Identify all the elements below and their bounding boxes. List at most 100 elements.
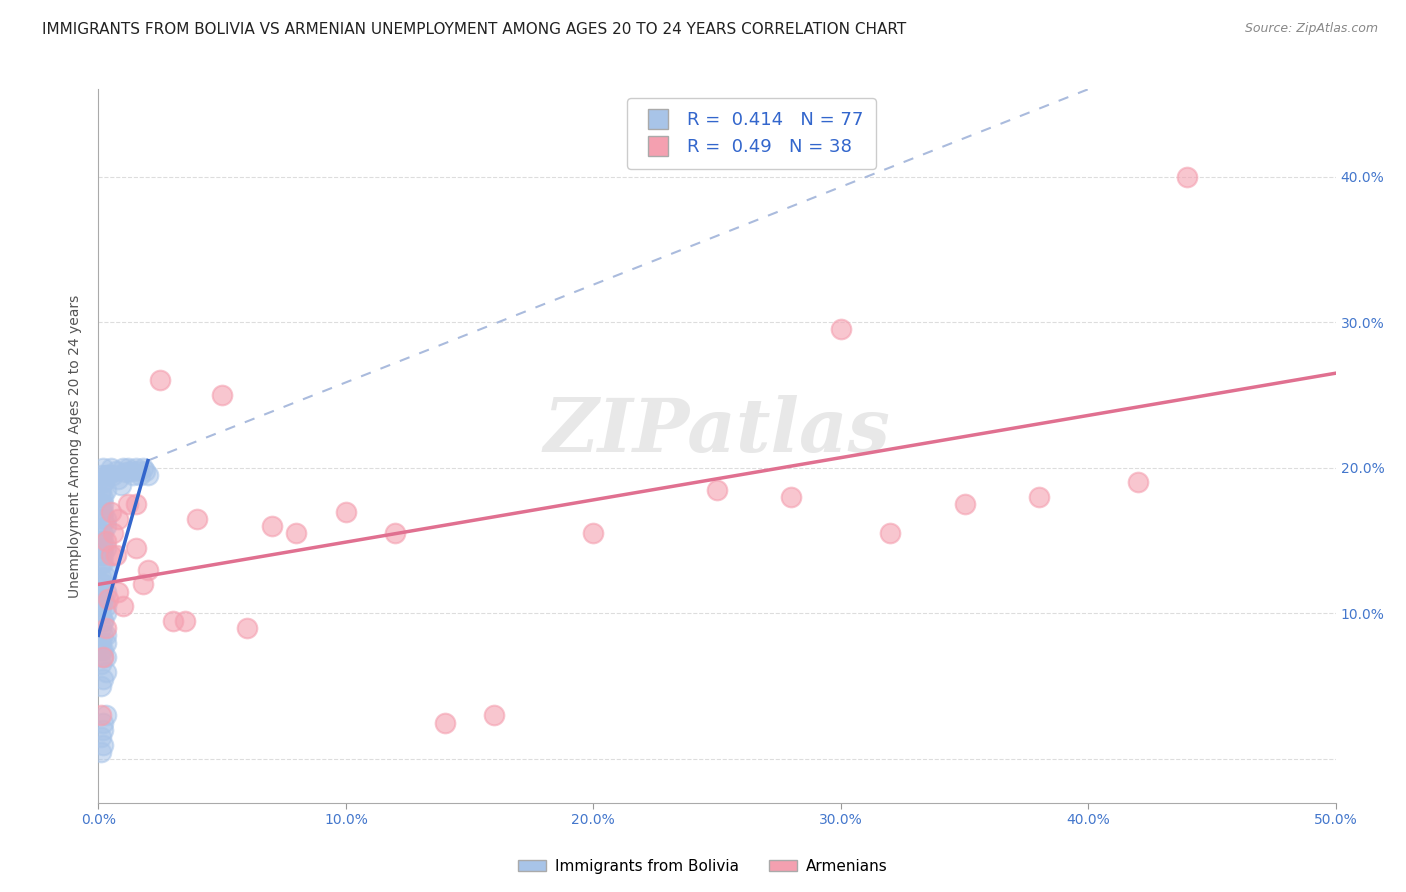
Point [830, 322, 852, 336]
Point [90, 599, 112, 614]
Point [582, 526, 605, 541]
Point [94, 512, 117, 526]
Point [124, 497, 146, 511]
Point [90, 548, 112, 562]
Point [93, 490, 115, 504]
Point [117, 460, 139, 475]
Point [90, 679, 112, 693]
Point [107, 584, 129, 599]
Point [100, 548, 122, 562]
Point [93, 628, 115, 642]
Text: ZIPatlas: ZIPatlas [544, 395, 890, 468]
Point [93, 526, 115, 541]
Point [1028, 490, 1050, 504]
Point [149, 374, 172, 388]
Point [484, 708, 506, 723]
Point [94, 628, 117, 642]
Point [90, 504, 112, 518]
Point [285, 526, 308, 541]
Point [94, 533, 117, 548]
Point [1126, 475, 1149, 490]
Point [384, 526, 406, 541]
Point [94, 541, 117, 555]
Legend: Immigrants from Bolivia, Armenians: Immigrants from Bolivia, Armenians [512, 853, 894, 880]
Point [93, 738, 115, 752]
Point [97, 468, 120, 483]
Point [94, 621, 117, 635]
Point [110, 478, 132, 492]
Point [93, 504, 115, 518]
Point [136, 468, 159, 483]
Point [93, 650, 115, 665]
Point [93, 723, 115, 737]
Point [100, 460, 122, 475]
Point [97, 591, 120, 606]
Point [90, 497, 112, 511]
Point [90, 621, 112, 635]
Legend: R =  0.414   N = 77, R =  0.49   N = 38: R = 0.414 N = 77, R = 0.49 N = 38 [627, 98, 876, 169]
Y-axis label: Unemployment Among Ages 20 to 24 years: Unemployment Among Ages 20 to 24 years [69, 294, 83, 598]
Point [93, 614, 115, 628]
Point [134, 464, 156, 478]
Point [93, 548, 115, 562]
Point [90, 570, 112, 584]
Point [93, 556, 115, 570]
Point [93, 643, 115, 657]
Point [100, 504, 122, 518]
Point [93, 591, 115, 606]
Point [94, 635, 117, 649]
Point [1175, 169, 1198, 184]
Point [211, 388, 233, 402]
Point [93, 475, 115, 490]
Point [132, 460, 155, 475]
Point [433, 715, 456, 730]
Point [93, 533, 115, 548]
Point [93, 650, 115, 665]
Text: IMMIGRANTS FROM BOLIVIA VS ARMENIAN UNEMPLOYMENT AMONG AGES 20 TO 24 YEARS CORRE: IMMIGRANTS FROM BOLIVIA VS ARMENIAN UNEM… [42, 22, 907, 37]
Point [104, 548, 127, 562]
Point [93, 497, 115, 511]
Point [90, 745, 112, 759]
Point [94, 650, 117, 665]
Point [94, 563, 117, 577]
Point [90, 643, 112, 657]
Point [114, 465, 136, 479]
Point [162, 614, 184, 628]
Point [93, 591, 115, 606]
Point [90, 708, 112, 723]
Point [90, 607, 112, 621]
Point [90, 635, 112, 649]
Point [103, 468, 125, 483]
Point [174, 614, 197, 628]
Point [94, 607, 117, 621]
Point [90, 556, 112, 570]
Point [706, 483, 728, 497]
Point [94, 570, 117, 584]
Point [90, 483, 112, 497]
Point [236, 621, 259, 635]
Point [93, 460, 115, 475]
Point [90, 731, 112, 745]
Point [94, 584, 117, 599]
Point [127, 464, 149, 478]
Point [953, 497, 976, 511]
Point [136, 563, 159, 577]
Point [186, 512, 208, 526]
Point [90, 533, 112, 548]
Point [90, 657, 112, 672]
Point [90, 490, 112, 504]
Point [93, 577, 115, 591]
Point [104, 464, 127, 478]
Text: Source: ZipAtlas.com: Source: ZipAtlas.com [1244, 22, 1378, 36]
Point [260, 519, 283, 533]
Point [94, 599, 117, 614]
Point [93, 614, 115, 628]
Point [129, 468, 152, 483]
Point [122, 468, 145, 483]
Point [93, 715, 115, 730]
Point [94, 665, 117, 679]
Point [124, 460, 146, 475]
Point [107, 512, 129, 526]
Point [112, 599, 135, 614]
Point [90, 526, 112, 541]
